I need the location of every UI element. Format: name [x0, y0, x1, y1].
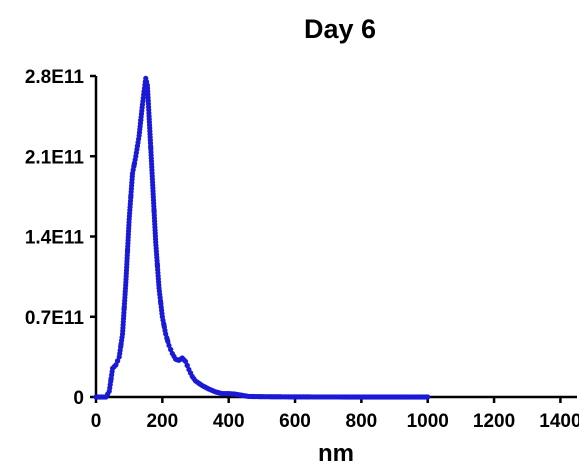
x-tick-label: 1200 — [473, 411, 515, 432]
data-point — [129, 173, 135, 180]
data-point — [156, 282, 162, 288]
data-point — [126, 219, 132, 225]
data-point — [132, 157, 138, 163]
data-point — [165, 338, 171, 345]
y-tick-label: 2.1E11 — [25, 147, 85, 168]
x-tick-label: 600 — [279, 411, 311, 432]
data-point — [114, 358, 121, 364]
data-point — [139, 105, 145, 111]
y-tick-label: 0 — [73, 388, 84, 409]
data-point — [182, 358, 189, 365]
y-axis: 0 0.7E11 1.4E11 2.1E11 2.8E11 — [25, 67, 98, 409]
data-point — [113, 362, 119, 368]
data-point — [119, 334, 125, 340]
series-markers — [93, 75, 431, 400]
data-point — [162, 327, 168, 334]
x-tick-label: 800 — [346, 411, 378, 432]
data-point — [109, 369, 115, 375]
data-point — [146, 110, 152, 116]
data-point — [159, 310, 165, 317]
data-point — [184, 362, 190, 369]
x-axis-label: nm — [318, 440, 354, 467]
x-tick-label: 1400 — [539, 411, 579, 432]
data-point — [149, 173, 155, 179]
chart-title: Day 6 — [304, 14, 376, 44]
y-tick-label: 0.7E11 — [25, 308, 85, 329]
x-tick-label: 400 — [213, 411, 245, 432]
x-tick-label: 0 — [91, 411, 102, 432]
y-tick-label: 1.4E11 — [25, 228, 85, 249]
data-point — [168, 346, 174, 353]
data-point — [425, 394, 431, 400]
data-point — [123, 282, 129, 288]
data-point — [152, 236, 159, 242]
data-point — [135, 136, 142, 142]
x-tick-label: 200 — [146, 411, 178, 432]
data-point — [187, 370, 194, 376]
x-axis: 0 200 400 600 800 1000 1200 1400 — [91, 395, 579, 432]
x-tick-label: 1000 — [407, 411, 449, 432]
data-point — [143, 79, 150, 85]
y-tick-label: 2.8E11 — [25, 67, 85, 88]
